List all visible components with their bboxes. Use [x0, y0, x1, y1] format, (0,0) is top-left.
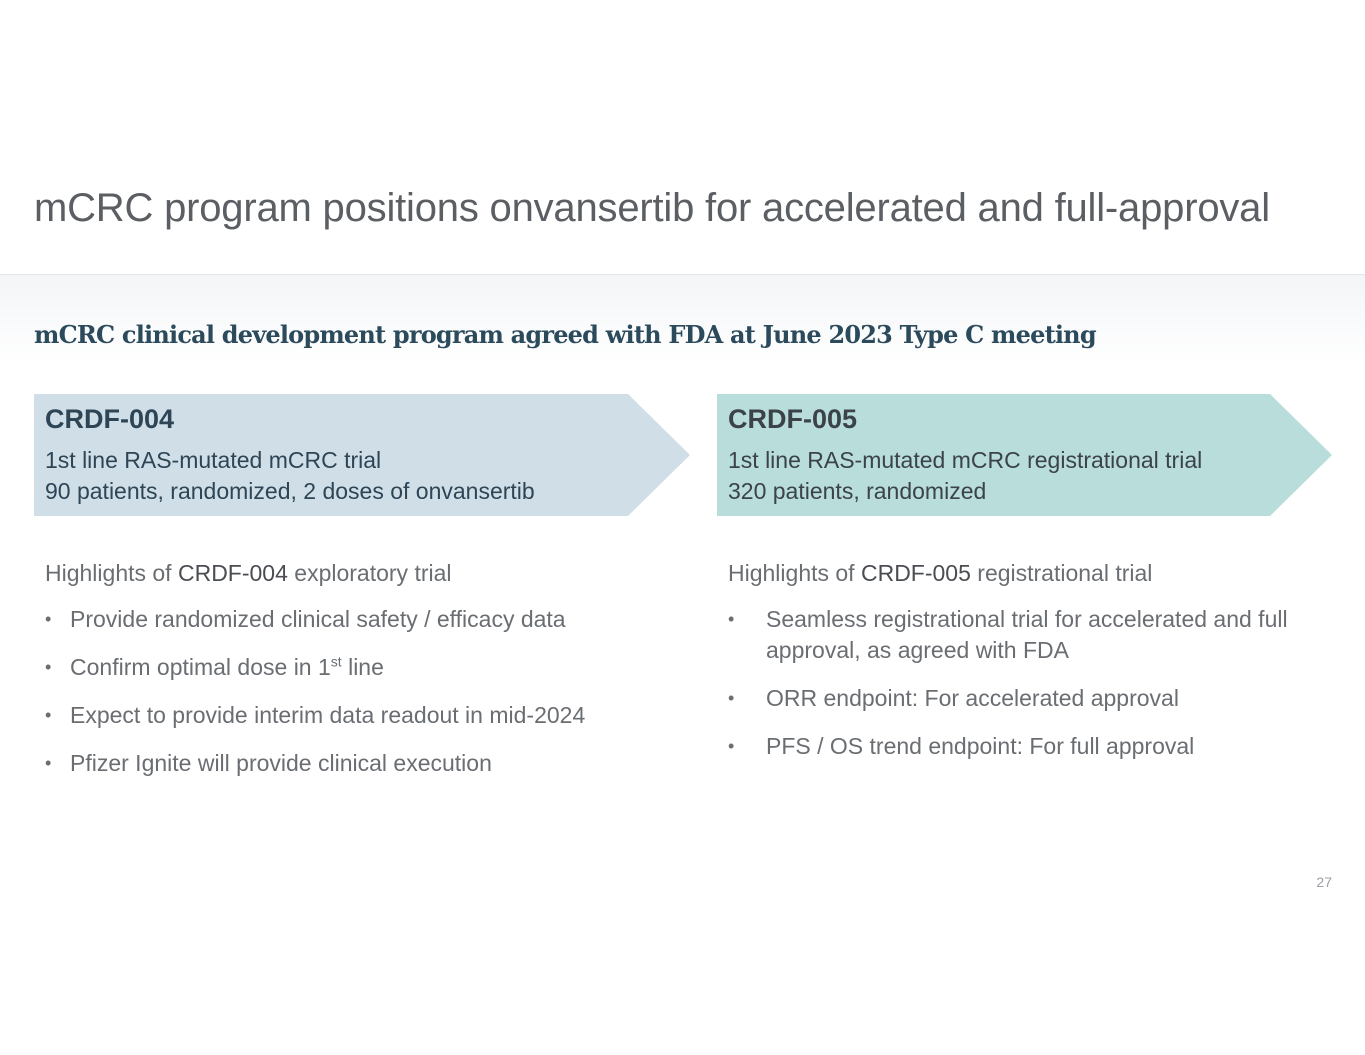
page-number: 27	[1316, 874, 1332, 890]
slide-title: mCRC program positions onvansertib for a…	[34, 186, 1270, 230]
trial-description: 1st line RAS-mutated mCRC trial	[45, 447, 382, 473]
list-item-text: PFS / OS trend endpoint: For full approv…	[766, 733, 1195, 759]
list-item: • Pfizer Ignite will provide clinical exe…	[45, 748, 705, 779]
header-band	[0, 0, 1365, 275]
list-item-text: Expect to provide interim data readout i…	[70, 702, 586, 728]
trial-arrow-crdf-004: CRDF-004 1st line RAS-mutated mCRC trial…	[34, 394, 690, 516]
heading-suffix: exploratory trial	[287, 560, 452, 586]
list-item-text: Pfizer Ignite will provide clinical exec…	[70, 750, 492, 776]
slide-subtitle: mCRC clinical development program agreed…	[34, 320, 1097, 349]
trial-code: CRDF-004	[45, 404, 175, 434]
list-item-text: Seamless registrational trial for accele…	[766, 606, 1288, 663]
bullet-icon: •	[728, 736, 735, 756]
highlights-list: • Provide randomized clinical safety / ef…	[45, 604, 705, 779]
list-item: • Provide randomized clinical safety / ef…	[45, 604, 705, 635]
list-item: • Confirm optimal dose in 1st line	[45, 652, 705, 683]
list-item-text: ORR endpoint: For accelerated approval	[766, 685, 1179, 711]
list-item: • PFS / OS trend endpoint: For full appro…	[728, 731, 1328, 762]
heading-code: CRDF-004	[177, 560, 288, 586]
trial-code: CRDF-005	[728, 404, 858, 434]
trial-enrollment: 320 patients, randomized	[728, 478, 987, 504]
highlights-heading: Highlights of CRDF-004 exploratory trial	[45, 560, 705, 587]
heading-prefix: Highlights of	[728, 560, 861, 586]
trial-arrow-crdf-005: CRDF-005 1st line RAS-mutated mCRC regis…	[717, 394, 1332, 516]
bullet-icon: •	[45, 753, 52, 773]
bullet-icon: •	[45, 609, 52, 629]
bullet-icon: •	[728, 609, 735, 629]
list-item-text: Confirm optimal dose in 1	[70, 654, 331, 680]
list-item: • ORR endpoint: For accelerated approval	[728, 683, 1328, 714]
heading-prefix: Highlights of	[45, 560, 178, 586]
list-item-text-suffix: line	[341, 654, 384, 680]
list-item-text: Provide randomized clinical safety / eff…	[70, 606, 566, 632]
highlights-crdf-004: Highlights of CRDF-004 exploratory trial…	[45, 560, 705, 796]
highlights-crdf-005: Highlights of CRDF-005 registrational tr…	[728, 560, 1328, 779]
ordinal-superscript: st	[330, 653, 342, 670]
heading-suffix: registrational trial	[970, 560, 1153, 586]
bullet-icon: •	[728, 688, 735, 708]
highlights-heading: Highlights of CRDF-005 registrational tr…	[728, 560, 1328, 587]
bullet-icon: •	[45, 705, 52, 725]
highlights-list: • Seamless registrational trial for accel…	[728, 604, 1328, 762]
gradient-band	[0, 275, 1365, 365]
trial-description: 1st line RAS-mutated mCRC registrational…	[728, 447, 1203, 473]
trial-enrollment: 90 patients, randomized, 2 doses of onva…	[45, 478, 535, 504]
heading-code: CRDF-005	[860, 560, 971, 586]
list-item: • Expect to provide interim data readout …	[45, 700, 705, 731]
bullet-icon: •	[45, 657, 52, 677]
list-item: • Seamless registrational trial for accel…	[728, 604, 1328, 666]
